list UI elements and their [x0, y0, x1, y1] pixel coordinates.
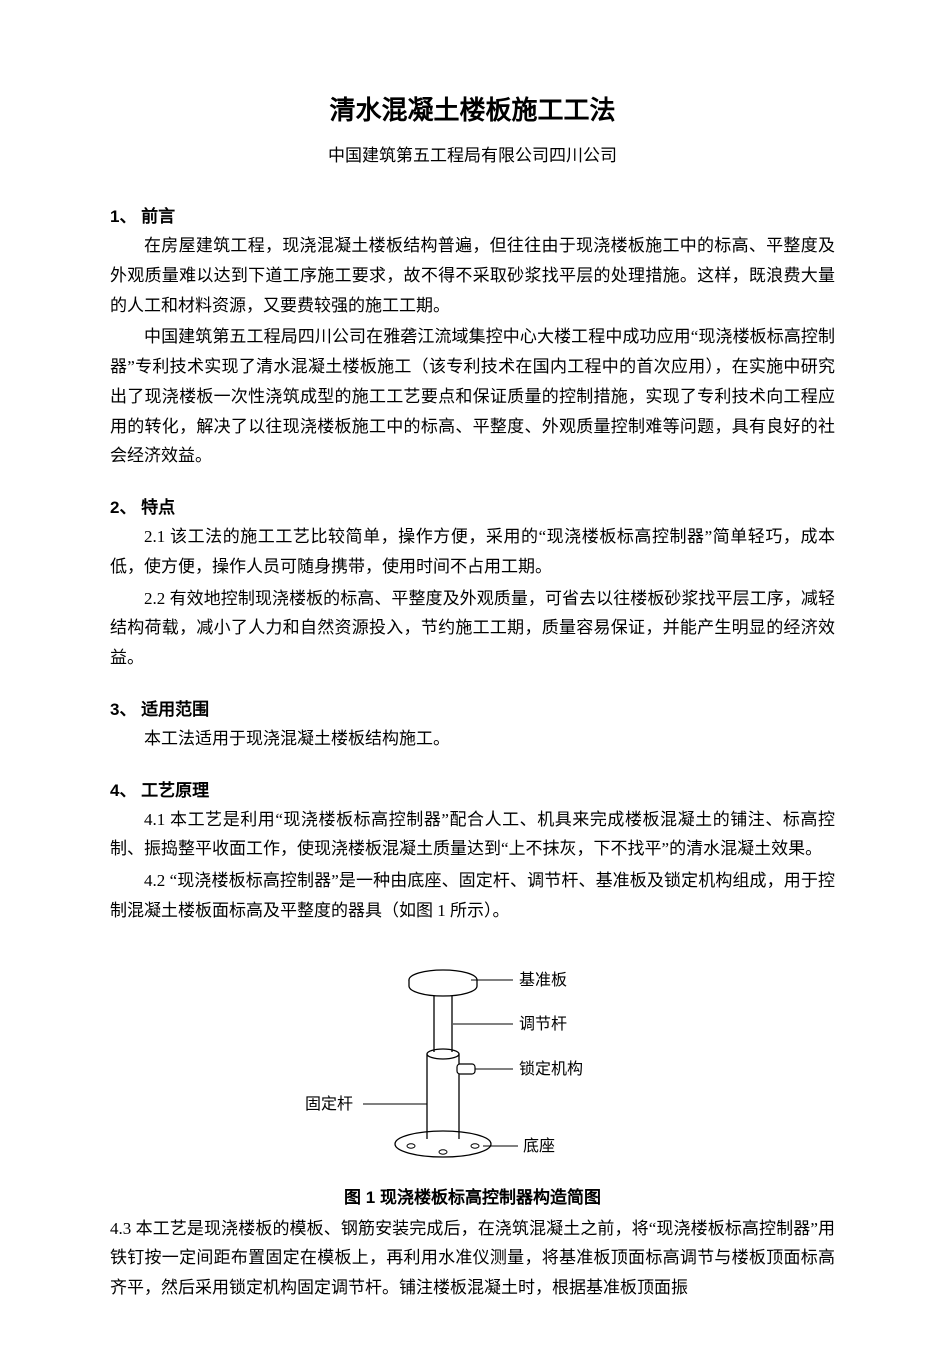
lock-tab: [457, 1064, 475, 1074]
controller-diagram: 基准板 调节杆 锁定机构 固定杆 底座: [293, 934, 653, 1174]
section-3-heading: 3、 适用范围: [110, 695, 835, 720]
section-2-para-1: 2.1 该工法的施工工艺比较简单，操作方便，采用的“现浇楼板标高控制器”简单轻巧…: [110, 522, 835, 582]
label-lock: 锁定机构: [519, 1060, 583, 1078]
top-plate-side: [409, 980, 477, 996]
section-3-para-1: 本工法适用于现浇混凝土楼板结构施工。: [110, 724, 835, 754]
figure-1: 基准板 调节杆 锁定机构 固定杆 底座 图 1 现浇楼板标高控制器构造简图: [110, 934, 835, 1208]
label-adjust-rod: 调节杆: [519, 1015, 567, 1033]
section-2-para-2: 2.2 有效地控制现浇楼板的标高、平整度及外观质量，可省去以往楼板砂浆找平层工序…: [110, 584, 835, 673]
section-1-heading: 1、 前言: [110, 202, 835, 227]
section-2-heading: 2、 特点: [110, 493, 835, 518]
label-base-plate: 基准板: [519, 971, 567, 989]
document-subtitle: 中国建筑第五工程局有限公司四川公司: [110, 141, 835, 166]
figure-1-caption: 图 1 现浇楼板标高控制器构造简图: [110, 1183, 835, 1208]
section-4-para-3: 4.3 本工艺是现浇楼板的模板、钢筋安装完成后，在浇筑混凝土之前，将“现浇楼板标…: [110, 1214, 835, 1303]
section-4-heading: 4、 工艺原理: [110, 776, 835, 801]
fixed-rod-top: [427, 1049, 459, 1059]
section-4-para-2: 4.2 “现浇楼板标高控制器”是一种由底座、固定杆、调节杆、基准板及锁定机构组成…: [110, 866, 835, 926]
section-1-para-1: 在房屋建筑工程，现浇混凝土楼板结构普遍，但往往由于现浇楼板施工中的标高、平整度及…: [110, 231, 835, 320]
document-title: 清水混凝土楼板施工工法: [110, 90, 835, 127]
section-4-para-1: 4.1 本工艺是利用“现浇楼板标高控制器”配合人工、机具来完成楼板混凝土的铺注、…: [110, 805, 835, 865]
section-1-para-2: 中国建筑第五工程局四川公司在雅砻江流域集控中心大楼工程中成功应用“现浇楼板标高控…: [110, 322, 835, 471]
label-base: 底座: [523, 1137, 555, 1155]
document-page: 清水混凝土楼板施工工法 中国建筑第五工程局有限公司四川公司 1、 前言 在房屋建…: [0, 0, 945, 1345]
label-fixed-rod: 固定杆: [305, 1095, 353, 1113]
